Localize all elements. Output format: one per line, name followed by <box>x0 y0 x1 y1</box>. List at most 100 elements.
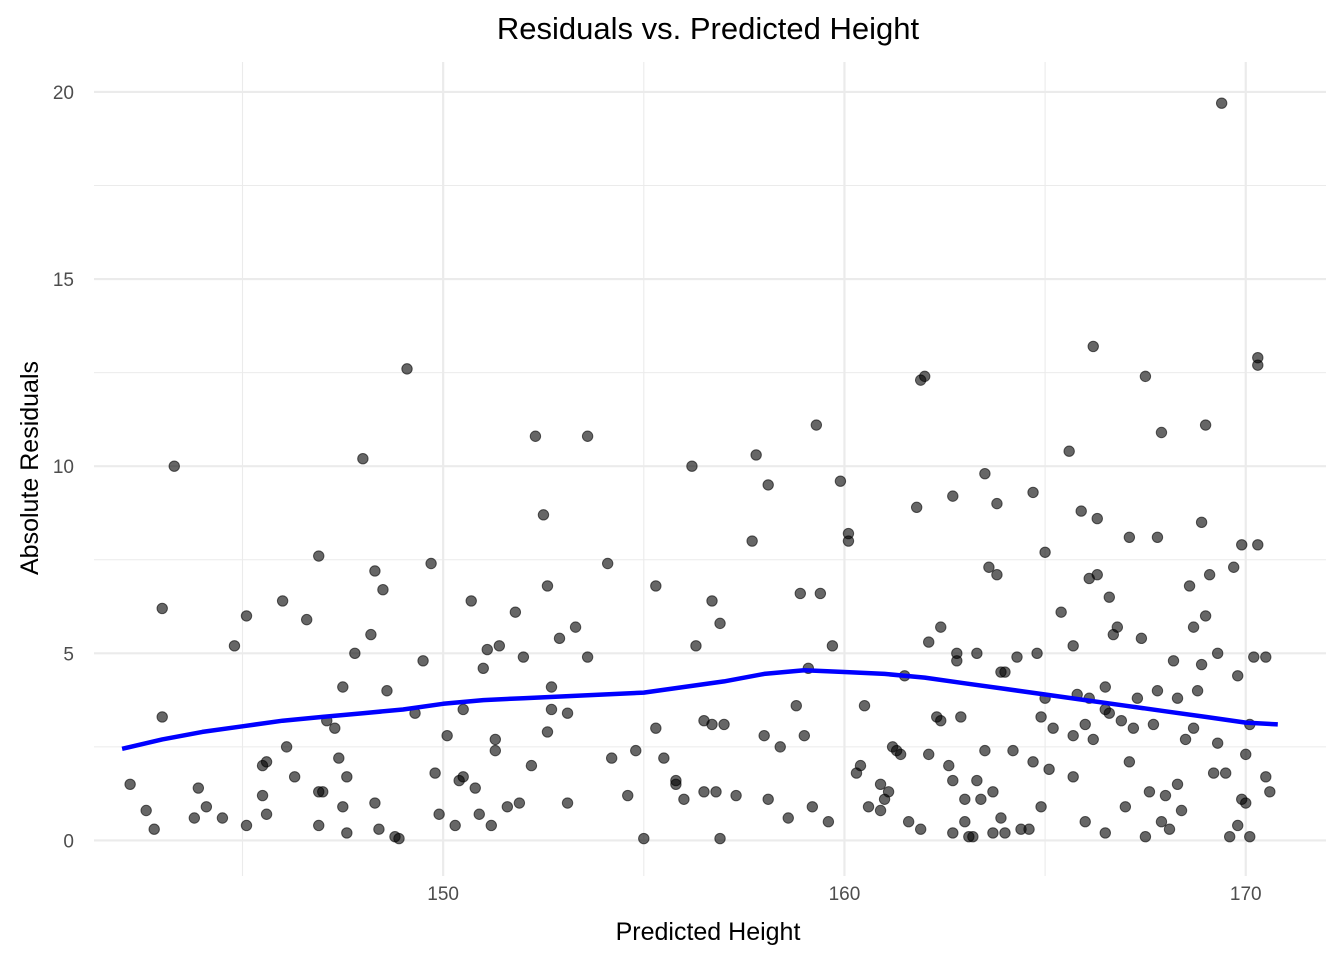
data-point <box>276 595 289 607</box>
data-point <box>638 832 650 845</box>
data-point <box>1155 816 1168 828</box>
data-point <box>140 804 152 817</box>
data-point <box>782 812 794 824</box>
data-points <box>124 97 1276 845</box>
data-point <box>750 449 762 461</box>
data-point <box>1240 797 1252 809</box>
data-point <box>650 722 662 734</box>
data-point <box>313 819 325 832</box>
data-point <box>858 700 871 712</box>
data-point <box>1087 733 1099 746</box>
data-point <box>762 793 774 805</box>
data-point <box>730 789 742 802</box>
data-point <box>923 748 935 761</box>
data-point <box>1171 692 1184 704</box>
data-point <box>971 774 983 787</box>
data-point <box>545 681 558 693</box>
data-point <box>1067 729 1079 742</box>
data-point <box>935 621 947 633</box>
smooth-line <box>121 667 1278 751</box>
data-point <box>393 832 405 845</box>
data-point <box>537 509 550 521</box>
data-point <box>894 748 907 761</box>
data-point <box>1011 651 1023 663</box>
data-point <box>517 651 530 663</box>
data-point <box>260 756 273 768</box>
data-point <box>1151 685 1164 697</box>
data-point <box>216 812 229 824</box>
data-point <box>1143 786 1156 798</box>
data-point <box>1139 831 1152 843</box>
data-point <box>369 797 381 809</box>
data-point <box>834 475 847 487</box>
data-point <box>1023 823 1035 835</box>
data-point <box>1240 748 1252 761</box>
data-point <box>1075 505 1087 517</box>
data-point <box>288 771 301 783</box>
data-point <box>1163 823 1176 835</box>
data-point <box>457 771 469 783</box>
data-point <box>449 819 461 832</box>
data-point <box>256 789 269 802</box>
data-point <box>1187 722 1200 734</box>
data-point <box>377 583 389 596</box>
data-point <box>529 430 542 442</box>
data-point <box>1147 718 1160 731</box>
data-point <box>910 501 923 514</box>
data-point <box>826 640 839 652</box>
data-point <box>1027 756 1039 768</box>
data-point <box>228 640 241 652</box>
data-point <box>192 782 205 794</box>
data-point <box>1103 707 1115 719</box>
x-axis-ticks: 150 160 170 <box>427 884 1261 905</box>
data-point <box>947 827 959 839</box>
data-point <box>1260 651 1272 663</box>
data-point <box>947 490 959 502</box>
data-point <box>365 628 377 641</box>
data-point <box>481 643 493 656</box>
data-point <box>991 569 1003 581</box>
y-tick-label: 20 <box>53 83 74 104</box>
data-point <box>971 647 983 660</box>
data-point <box>469 782 481 794</box>
x-tick-label: 160 <box>829 884 861 905</box>
data-point <box>1195 658 1208 671</box>
grid <box>94 62 1326 876</box>
data-point <box>1232 819 1244 832</box>
data-point <box>1047 722 1059 734</box>
data-point <box>561 797 574 809</box>
y-tick-label: 0 <box>63 831 74 852</box>
data-point <box>280 741 293 753</box>
data-point <box>1091 512 1103 525</box>
data-point <box>465 595 477 607</box>
data-point <box>1187 621 1200 633</box>
data-point <box>1007 744 1019 757</box>
data-point <box>806 801 819 813</box>
data-point <box>1244 831 1256 843</box>
data-point <box>862 801 875 813</box>
data-point <box>774 741 786 753</box>
data-point <box>569 621 582 633</box>
data-point <box>718 718 730 731</box>
data-point <box>1131 692 1144 704</box>
data-point <box>349 647 361 660</box>
data-point <box>991 497 1003 510</box>
data-point <box>333 752 345 764</box>
data-point <box>1027 486 1039 499</box>
data-point <box>918 370 931 383</box>
data-point <box>357 453 369 465</box>
data-point <box>967 831 979 843</box>
data-point <box>1203 569 1216 581</box>
data-point <box>168 460 180 472</box>
data-point <box>1119 801 1132 813</box>
data-point <box>541 726 554 738</box>
data-point <box>842 527 855 540</box>
data-point <box>706 718 718 731</box>
data-point <box>341 771 353 783</box>
data-point <box>425 557 437 570</box>
data-point <box>240 819 253 832</box>
data-point <box>1139 370 1152 383</box>
data-point <box>690 640 702 652</box>
data-point <box>1199 610 1212 622</box>
